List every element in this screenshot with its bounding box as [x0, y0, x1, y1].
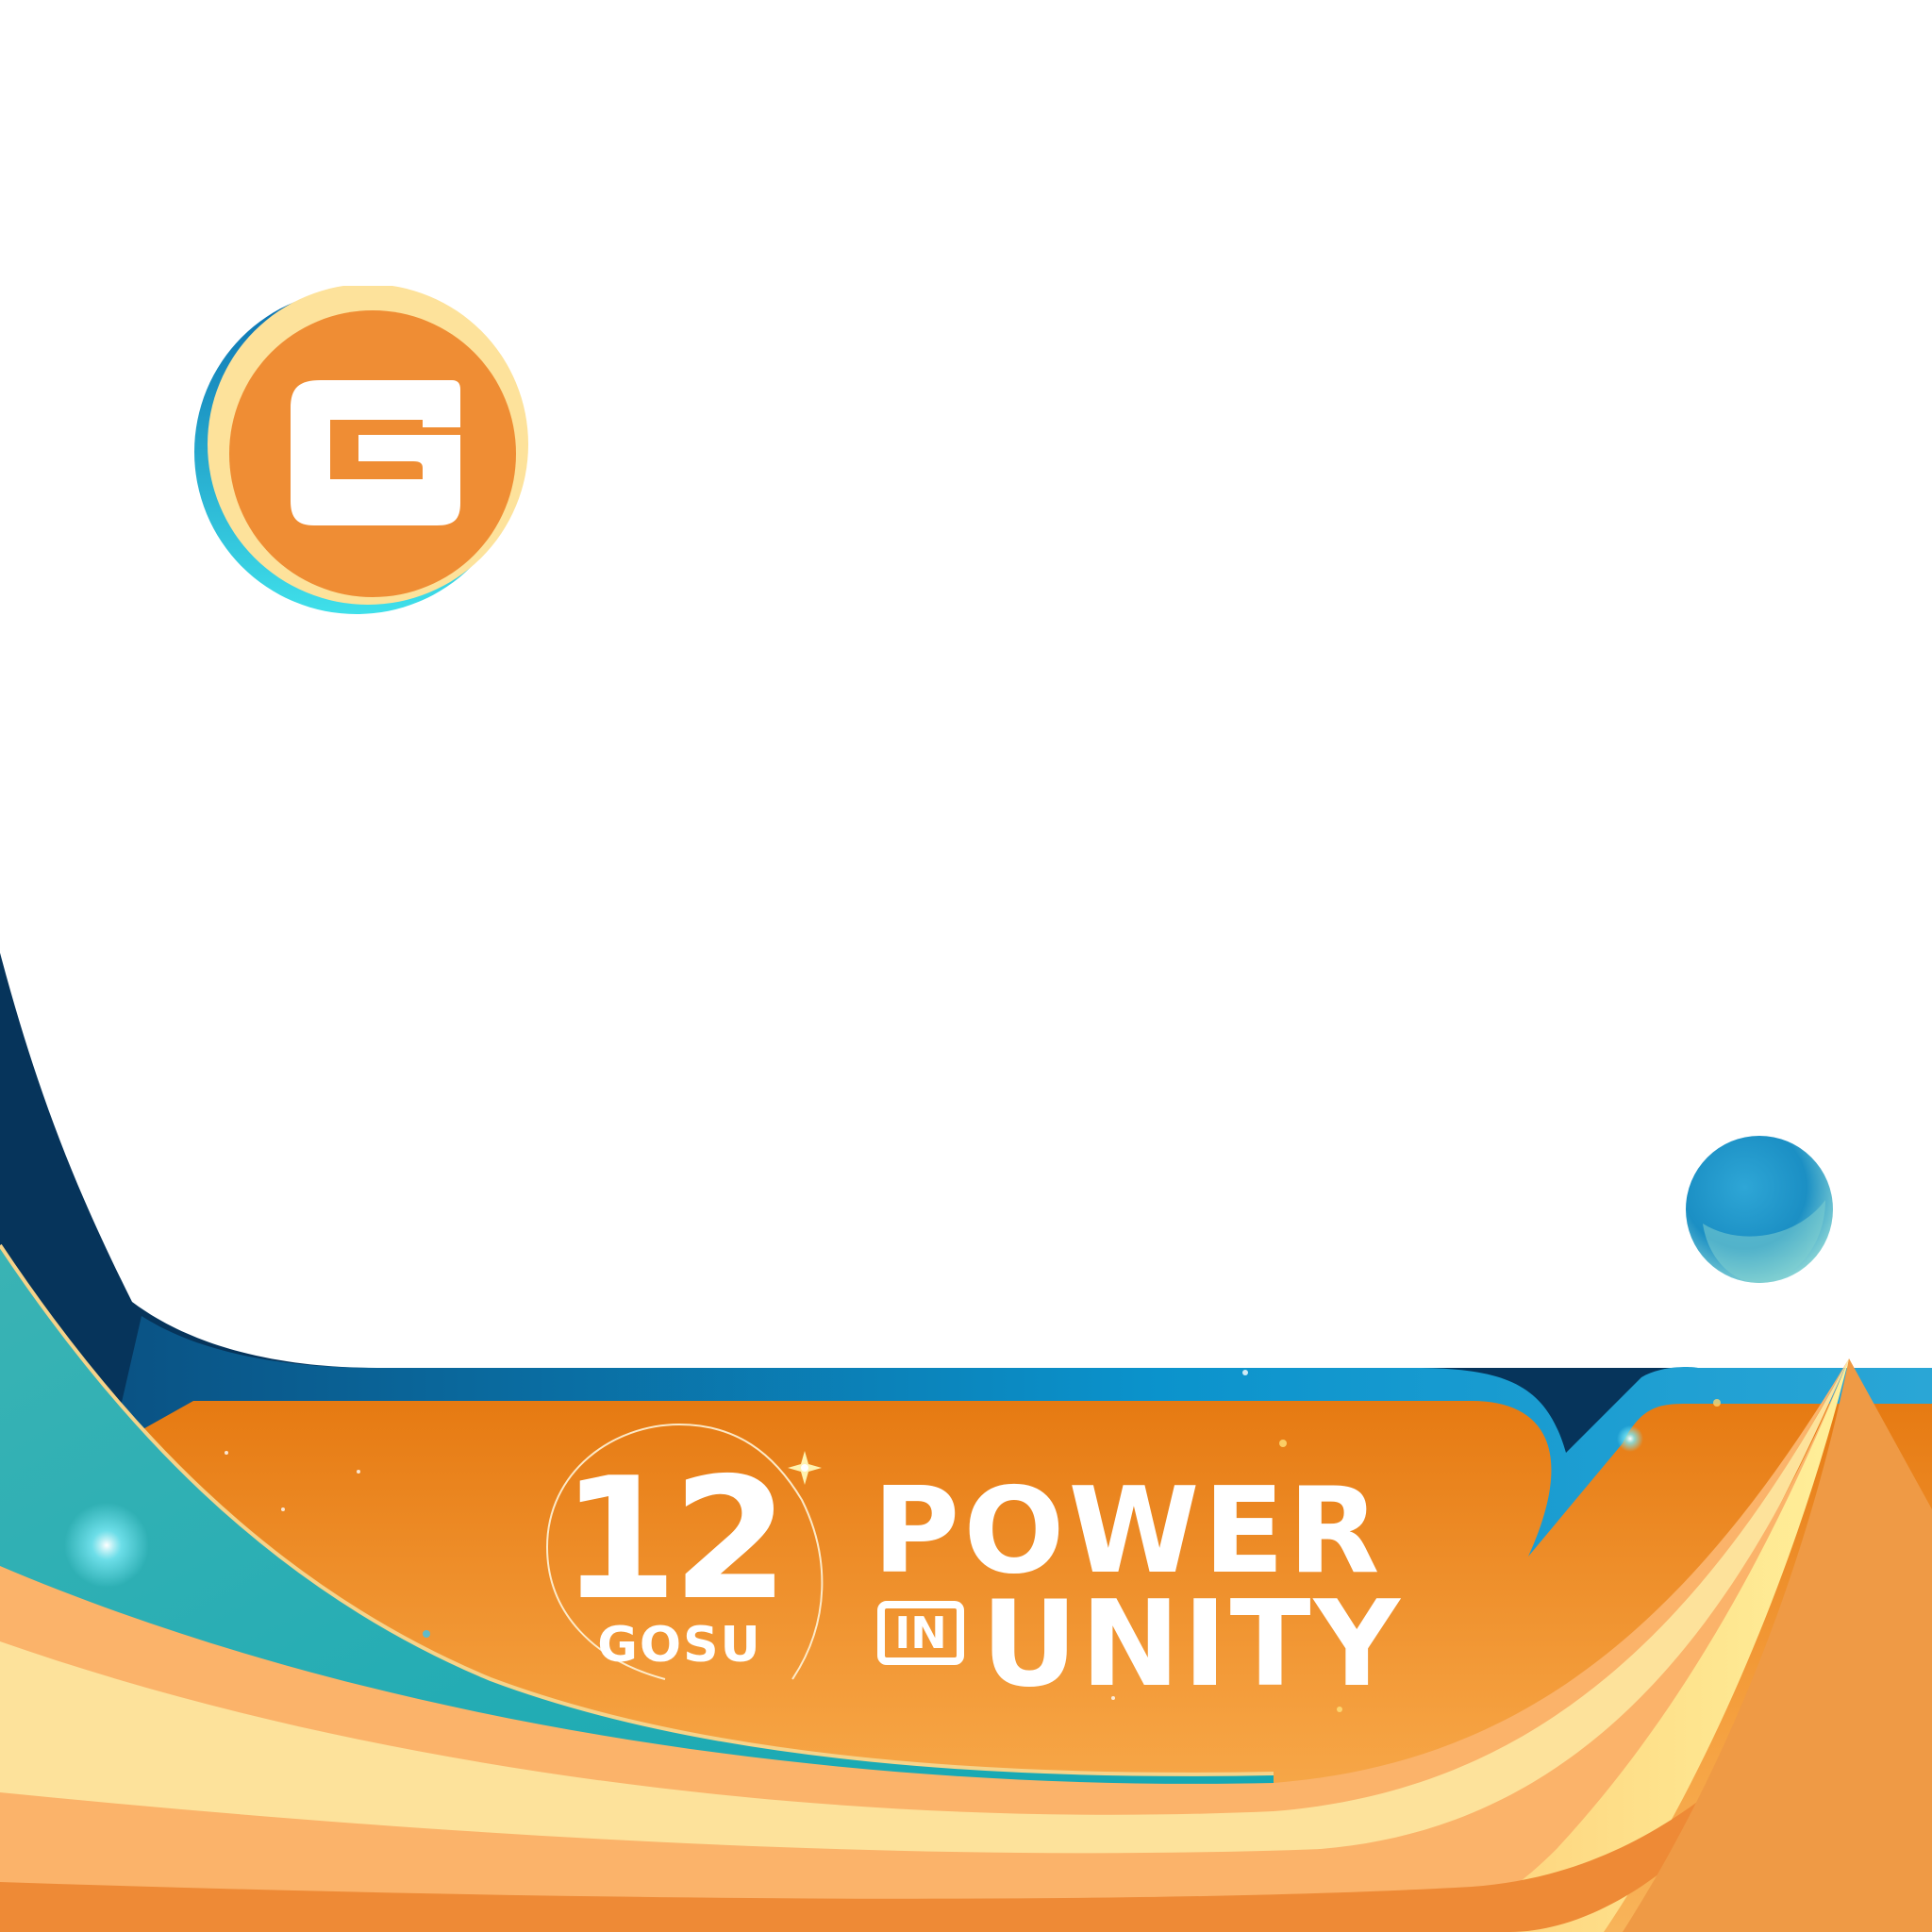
orange-stripe — [0, 1736, 1774, 1932]
badge-ring — [545, 1423, 824, 1680]
title-line-2: UNITY — [981, 1574, 1403, 1713]
g-logo-icon — [194, 286, 528, 614]
title-line-1: POWER — [873, 1461, 1384, 1600]
yellow-streak — [1434, 1358, 1849, 1932]
yellow-layer — [0, 1358, 1849, 1932]
planet-icon — [1686, 1136, 1833, 1283]
star-dots — [225, 1370, 1721, 1712]
event-number: 12 — [560, 1441, 790, 1637]
teal-wave-highlight — [0, 1243, 1274, 1776]
sparkle-right — [1617, 1425, 1643, 1452]
right-orange-fill — [1623, 1358, 1932, 1932]
cyan-glow — [64, 1503, 149, 1588]
star-sparkle-icon — [788, 1451, 822, 1485]
peach-layer-2 — [0, 1358, 1849, 1932]
title-connector: IN — [877, 1601, 964, 1665]
brand-name: GOSU — [597, 1617, 762, 1674]
